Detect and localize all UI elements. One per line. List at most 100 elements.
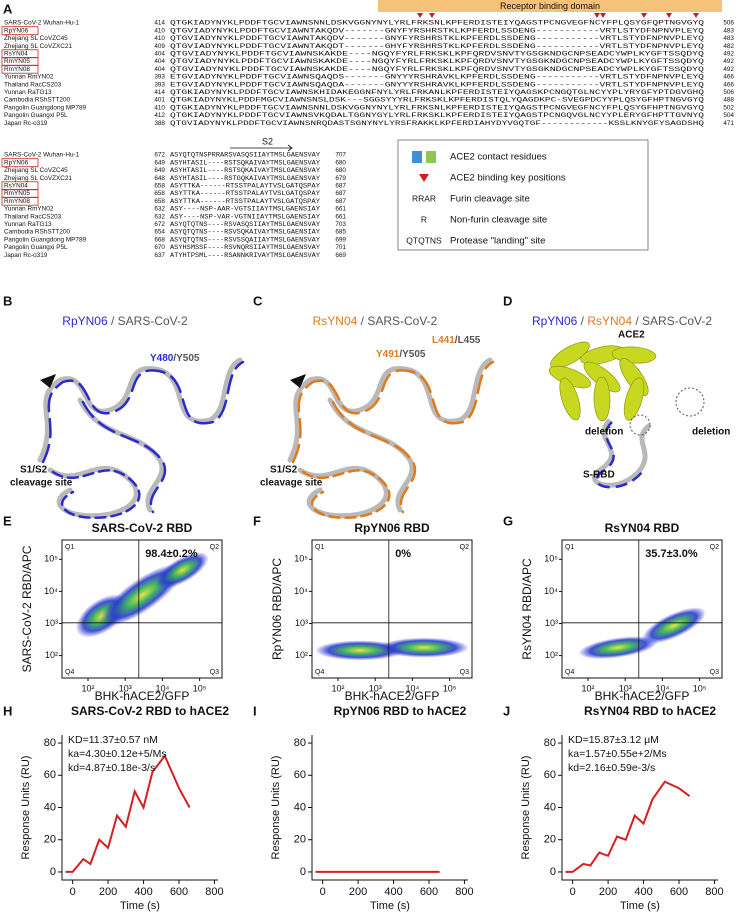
- key-position: [429, 13, 435, 18]
- start-position: 648: [154, 175, 165, 182]
- x-axis-label: Time (s): [620, 900, 660, 912]
- legend-box: [397, 139, 649, 251]
- x-tick-label: 200: [349, 886, 367, 898]
- start-position: 658: [154, 198, 165, 205]
- sequence-name: Thailand RacCS203: [4, 213, 62, 220]
- sequence-name: Yunnan RmYN02: [4, 206, 54, 213]
- structure-title: RsYN04 / SARS-CoV-2: [313, 314, 438, 328]
- y-axis-label: RsYN04 RBD/APC: [520, 558, 534, 660]
- end-position: 471: [723, 120, 734, 127]
- s2-label: S2: [262, 136, 273, 146]
- axes: [311, 735, 468, 881]
- end-position: 699: [335, 236, 346, 243]
- cell-cloud: [379, 637, 469, 658]
- sequence: QTGKIADYNYKLPDDFTGCVIAWNSNNLDSKVGGNYNYLY…: [170, 104, 704, 111]
- end-position: 707: [335, 152, 346, 159]
- ribbon-variant: [51, 469, 141, 520]
- y-tick-label: 80: [294, 737, 306, 749]
- annotation: KD=11.37±0.57 nM: [68, 734, 158, 746]
- start-position: 409: [154, 43, 165, 50]
- quadrant-label: Q3: [460, 669, 469, 676]
- x-tick-label: 10²: [331, 683, 344, 693]
- y-axis-label: Response Units (RU): [270, 756, 282, 860]
- name-box: [1, 64, 39, 74]
- panel-letter: C: [253, 293, 263, 308]
- site-label: cleavage site: [260, 478, 323, 489]
- x-tick-label: 200: [99, 886, 117, 898]
- sequence-name: Cambodia RShSTT200: [4, 229, 71, 236]
- flow-title: SARS-CoV-2 RBD: [92, 521, 193, 535]
- plot-frame: [61, 539, 223, 679]
- key-position: [594, 13, 600, 18]
- ribbon-grey: [47, 466, 139, 519]
- text-part: /Y505: [173, 353, 200, 364]
- sequence-name: RpYN06: [4, 27, 29, 34]
- text-part: RpYN06: [62, 314, 108, 328]
- end-position: 661: [335, 213, 346, 220]
- sequence-name: Pangolin Guangxi P5L: [4, 244, 68, 251]
- ribbon-grey: [297, 466, 389, 519]
- x-tick-label: 10²: [581, 683, 594, 693]
- sequence-name: Yunnan RaTG13: [4, 221, 52, 228]
- sequence-name: Yunnan RaTG13: [4, 89, 52, 96]
- site-label: S1/S2: [270, 465, 298, 476]
- x-tick-label: 600: [170, 886, 188, 898]
- sequence-name: RmYN05: [4, 58, 30, 65]
- ace2-helix: [550, 341, 590, 369]
- panel-letter: H: [3, 703, 12, 718]
- y-tick-label: 20: [294, 834, 306, 846]
- x-tick-label: 800: [205, 886, 223, 898]
- x-tick-label: 0: [320, 886, 326, 898]
- swatch-green: [426, 151, 436, 163]
- sequence: ASYTTKA------RTSSTPALAYTVSLGATQSPAY: [170, 198, 320, 205]
- panel-letter: J: [503, 703, 510, 718]
- plot-frame: [561, 539, 723, 679]
- sequence: ASYQTQTNSPRRARSVASQSIIAYTMSLGAENSVAY: [170, 152, 320, 159]
- structure-label: deletion: [585, 427, 623, 438]
- fit-curve: [565, 780, 691, 873]
- y-tick-label: 40: [294, 801, 306, 813]
- sequence-name: Yunnan RmYN02: [4, 74, 54, 81]
- y-tick-label: 10⁴: [294, 586, 308, 596]
- ribbon-variant: [81, 400, 167, 514]
- ace2-helix: [611, 346, 657, 364]
- x-axis-label: Time (s): [120, 900, 160, 912]
- cell-cloud: [155, 552, 209, 589]
- sequence-name: Thailand RacCS203: [4, 81, 62, 88]
- y-axis-label: SARS-CoV-2 RBD/APC: [20, 545, 34, 672]
- legend-label: Protease "landing" site: [450, 236, 545, 247]
- sequence-name: Zhejiang SL CoVZC45: [4, 35, 68, 42]
- sequence: QTGVIADYNYKLPDDFTGCVIAWNSKAKDE----NGQYFY…: [170, 66, 704, 73]
- sequence-name: Japan Rc-o319: [4, 252, 48, 259]
- y-tick-label: 20: [544, 834, 556, 846]
- axes: [561, 735, 718, 881]
- start-position: 632: [154, 213, 165, 220]
- quadrant-label: Q2: [210, 544, 219, 551]
- text-part: Y491: [376, 349, 400, 360]
- end-position: 502: [723, 104, 734, 111]
- panel-letter: I: [253, 703, 257, 718]
- spr-title: RsYN04 RBD to hACE2: [584, 704, 716, 718]
- end-position: 482: [723, 43, 734, 50]
- y-tick-label: 0: [300, 866, 306, 878]
- spr-title: RpYN06 RBD to hACE2: [334, 704, 467, 718]
- x-tick-label: 10⁴: [655, 683, 669, 693]
- text-part: RsYN04: [313, 314, 358, 328]
- swatch-blue: [412, 151, 422, 163]
- sequence-name: RmYN08: [4, 198, 30, 205]
- sequence: ASY----NSP-AAR-VGTSIIAYTMSLGAENSIAY: [170, 206, 320, 213]
- annotation: ka=1.57±0.55e+2/Ms: [568, 748, 667, 760]
- y-tick-label: 10²: [545, 650, 558, 660]
- deletion-circle: [629, 414, 651, 436]
- percent-label: 35.7±3.0%: [645, 548, 698, 560]
- arrowhead: [40, 374, 56, 388]
- sequence-name: Pangolin Guangdong MP789: [4, 236, 87, 243]
- quadrant-label: Q3: [710, 669, 719, 676]
- y-tick-label: 60: [44, 769, 56, 781]
- quadrant-label: Q4: [315, 669, 324, 676]
- y-tick-label: 80: [544, 737, 556, 749]
- sequence-name: Japan Rc-o319: [4, 120, 48, 127]
- end-position: 488: [723, 97, 734, 104]
- structure-title: RpYN06 / RsYN04 / SARS-CoV-2: [532, 314, 712, 328]
- start-position: 658: [154, 190, 165, 197]
